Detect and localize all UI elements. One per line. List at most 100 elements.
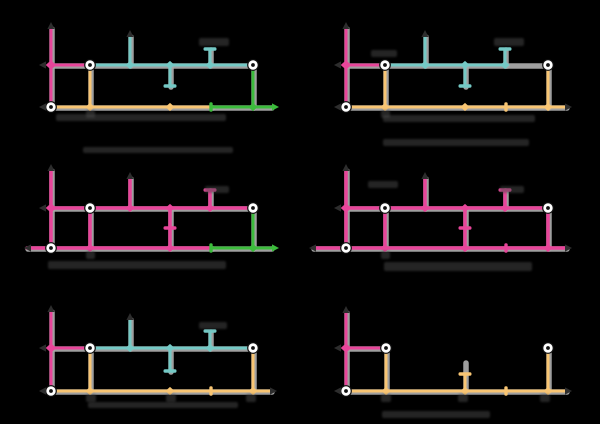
up-arrow-head — [126, 313, 134, 320]
diamond-node — [380, 102, 390, 112]
illegible-text-smudge — [199, 322, 227, 329]
tick-mark — [209, 243, 213, 253]
diamond-node — [45, 203, 57, 213]
up-arrow-head — [421, 30, 429, 37]
diamond-node — [543, 243, 553, 253]
terminator-bar — [203, 47, 217, 51]
diamond-node — [543, 386, 553, 396]
illegible-text-smudge — [83, 147, 233, 153]
right-arrow-head — [565, 387, 572, 395]
junction-circle-dot — [251, 206, 255, 210]
left-arrow-head — [39, 204, 46, 212]
junction-circle-dot — [383, 63, 387, 67]
illegible-text-smudge — [458, 394, 468, 402]
up-arrow-head — [47, 305, 55, 312]
right-arrow-head — [272, 244, 279, 252]
illegible-text-smudge — [166, 394, 176, 402]
up-arrow-head — [342, 22, 350, 29]
illegible-text-smudge — [56, 114, 226, 121]
illegible-text-smudge — [500, 186, 524, 193]
illegible-text-smudge — [368, 181, 398, 188]
left-arrow-head — [309, 244, 316, 252]
illegible-text-smudge — [494, 38, 524, 46]
up-arrow-head — [126, 30, 134, 37]
diamond-node — [125, 60, 135, 70]
junction-circle-dot — [88, 206, 92, 210]
left-arrow-head — [334, 204, 341, 212]
diamond-node — [248, 102, 258, 112]
diamond-node — [165, 102, 175, 112]
illegible-text-smudge — [86, 394, 96, 402]
illegible-text-smudge — [540, 394, 550, 402]
left-arrow-head — [39, 61, 46, 69]
terminator-bar — [458, 84, 472, 88]
up-arrow-head — [421, 172, 429, 179]
illegible-text-smudge — [384, 262, 532, 271]
left-arrow-head — [39, 344, 46, 352]
terminator-bar — [458, 226, 472, 230]
up-arrow-head — [47, 22, 55, 29]
diamond-node — [165, 386, 175, 396]
up-arrow-head — [47, 164, 55, 171]
junction-circle-dot — [49, 246, 53, 250]
diamond-node — [125, 343, 135, 353]
diamond-node — [85, 243, 95, 253]
diamond-node — [340, 203, 352, 213]
left-arrow-head — [334, 387, 341, 395]
junction-circle-dot — [88, 63, 92, 67]
terminator-bar — [163, 226, 177, 230]
terminator-bar — [498, 47, 512, 51]
left-arrow-head — [334, 344, 341, 352]
terminator-bar — [203, 329, 217, 333]
diamond-node — [205, 203, 215, 213]
junction-circle-dot — [546, 206, 550, 210]
up-arrow-head — [126, 172, 134, 179]
illegible-text-smudge — [246, 394, 256, 402]
right-arrow-head — [565, 244, 572, 252]
left-arrow-head — [334, 61, 341, 69]
diamond-node — [460, 243, 470, 253]
diamond-node — [205, 60, 215, 70]
junction-circle-dot — [88, 346, 92, 350]
junction-circle-dot — [546, 346, 550, 350]
diamond-node — [420, 60, 430, 70]
panel-top-right — [334, 22, 572, 122]
junction-circle-dot — [383, 206, 387, 210]
diamond-node — [85, 102, 95, 112]
junction-circle-dot — [384, 346, 388, 350]
diamond-node — [205, 343, 215, 353]
tick-mark — [504, 386, 508, 396]
tick-mark — [209, 386, 213, 396]
right-arrow-head — [270, 387, 277, 395]
tick-mark — [504, 243, 508, 253]
up-arrow-head — [342, 164, 350, 171]
diamond-node — [165, 243, 175, 253]
illegible-text-smudge — [383, 115, 535, 122]
diamond-node — [85, 386, 95, 396]
illegible-text-smudge — [382, 411, 490, 418]
diamond-node — [420, 203, 430, 213]
diamond-node — [340, 60, 352, 70]
panel-bottom-left — [39, 305, 277, 408]
diamond-node — [45, 343, 57, 353]
terminator-bar — [163, 84, 177, 88]
right-arrow-head — [272, 103, 279, 111]
illegible-text-smudge — [86, 251, 95, 259]
junction-circle-dot — [251, 63, 255, 67]
illegible-text-smudge — [205, 186, 229, 193]
terminator-bar — [163, 369, 177, 373]
diamond-node — [500, 203, 510, 213]
diamond-node — [500, 60, 510, 70]
junction-circle-dot — [344, 246, 348, 250]
diamond-node — [248, 243, 258, 253]
panel-top-left — [39, 22, 279, 153]
terminator-bar — [458, 372, 472, 376]
junction-circle-dot — [344, 105, 348, 109]
panel-middle-right — [309, 139, 572, 271]
junction-circle-dot — [344, 389, 348, 393]
diamond-node — [460, 102, 470, 112]
left-arrow-head — [39, 103, 46, 111]
panel-bottom-right — [334, 306, 572, 418]
diamond-node — [543, 102, 553, 112]
diamond-node — [460, 386, 470, 396]
